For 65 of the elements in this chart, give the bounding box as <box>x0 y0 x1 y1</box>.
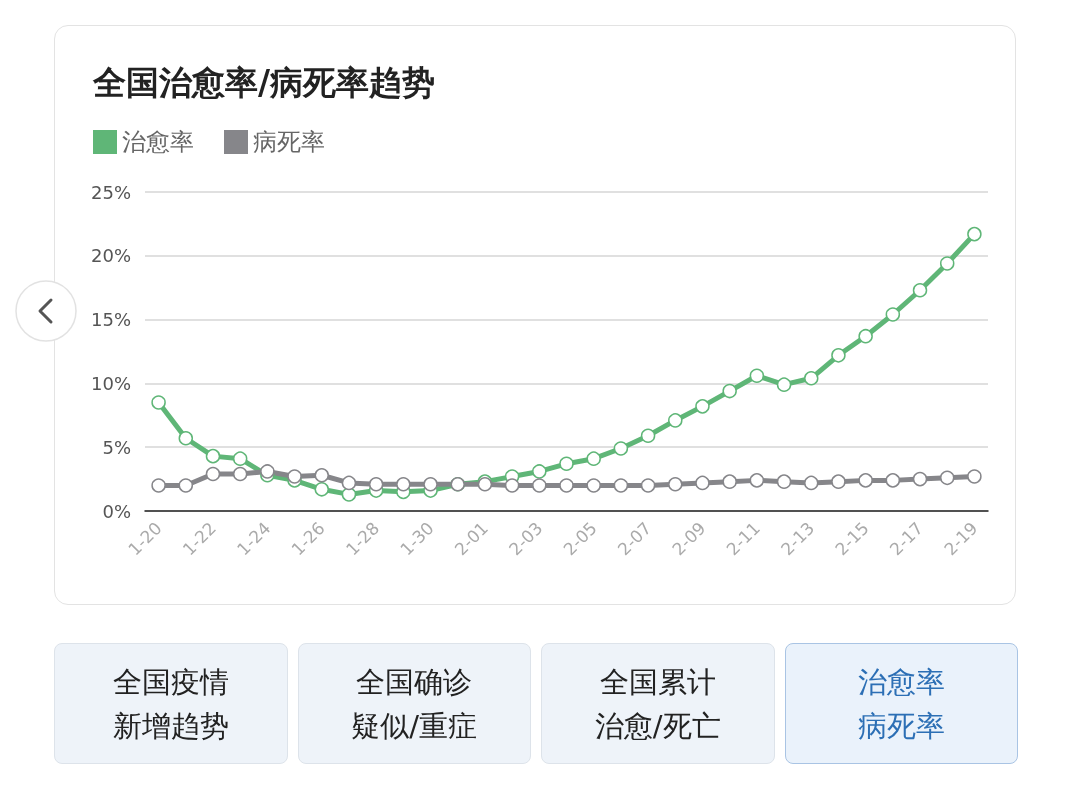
point <box>532 478 547 493</box>
point <box>341 475 357 491</box>
y-tick-label: 5% <box>102 436 131 458</box>
point <box>885 307 901 322</box>
point <box>640 478 656 493</box>
point <box>423 476 438 492</box>
point <box>695 399 710 414</box>
text: 全国累计治愈/死亡 <box>593 663 722 745</box>
point <box>532 464 547 479</box>
point <box>668 413 683 428</box>
point <box>504 478 520 493</box>
point <box>831 474 846 489</box>
point <box>885 473 901 488</box>
text: 全国疫情新增趋势 <box>111 663 230 745</box>
point <box>804 475 819 491</box>
y-tick-label: 0% <box>102 500 131 522</box>
point <box>178 478 194 493</box>
point <box>314 468 330 483</box>
point <box>776 377 792 392</box>
text: 治愈率病死率 <box>856 663 946 745</box>
point <box>668 476 683 492</box>
point <box>341 487 357 502</box>
point <box>858 328 873 344</box>
point <box>939 256 955 271</box>
point <box>722 383 737 399</box>
y-tick-label: 20% <box>90 245 131 267</box>
point <box>205 448 221 464</box>
y-tick-label: 15% <box>90 309 131 331</box>
point <box>831 348 846 363</box>
text: 全国确诊疑似/重症 <box>350 663 479 745</box>
point <box>912 283 928 298</box>
point <box>776 474 792 489</box>
legend-label: 治愈率 <box>122 128 194 156</box>
point <box>858 473 873 488</box>
point <box>695 475 710 491</box>
point <box>559 456 574 472</box>
point <box>804 371 819 386</box>
point <box>396 476 411 492</box>
point <box>287 469 302 484</box>
y-tick-label: 25% <box>90 181 131 203</box>
chart-title: 全国治愈率/病死率趋势 <box>92 63 436 102</box>
point <box>368 476 384 492</box>
point <box>586 478 601 493</box>
point <box>205 466 221 482</box>
point <box>178 431 194 446</box>
point <box>912 471 928 487</box>
point <box>559 478 574 493</box>
point <box>967 469 982 484</box>
point <box>640 428 656 443</box>
y-tick-label: 10% <box>90 372 131 394</box>
point <box>314 482 330 497</box>
point <box>260 464 275 479</box>
point <box>722 474 737 489</box>
point <box>749 473 765 488</box>
point <box>967 226 982 242</box>
legend-label: 病死率 <box>253 128 325 156</box>
point <box>232 466 248 482</box>
point <box>232 451 248 466</box>
point <box>151 478 166 493</box>
point <box>749 368 765 383</box>
point <box>151 395 166 410</box>
point <box>613 441 629 456</box>
point <box>586 451 601 466</box>
point <box>613 478 629 493</box>
point <box>939 470 955 486</box>
